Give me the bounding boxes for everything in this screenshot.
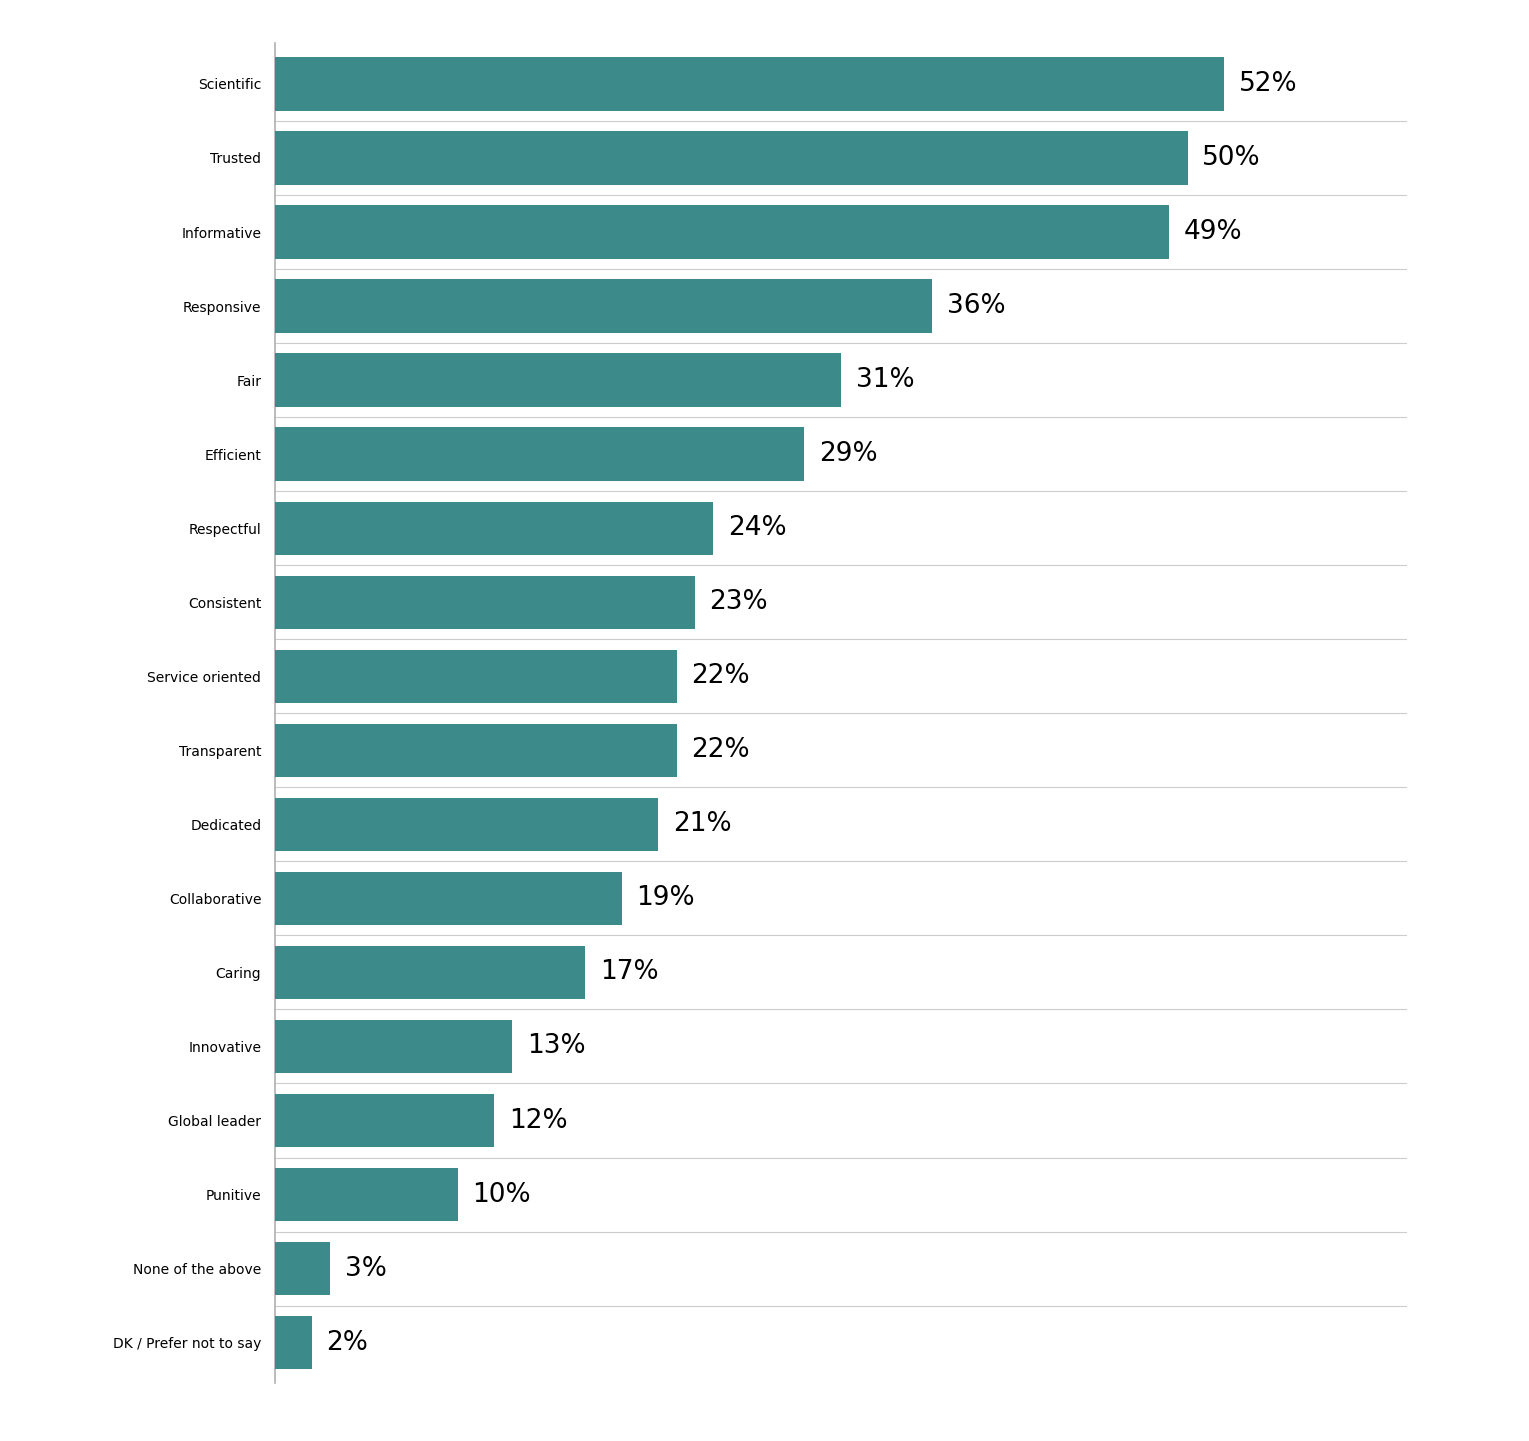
Text: 22%: 22% xyxy=(691,663,749,689)
Text: 17%: 17% xyxy=(599,960,659,986)
Text: 13%: 13% xyxy=(528,1033,586,1059)
Text: 10%: 10% xyxy=(472,1182,531,1208)
Bar xyxy=(275,1316,312,1369)
Bar xyxy=(275,428,804,481)
Text: 49%: 49% xyxy=(1183,219,1243,245)
Text: 29%: 29% xyxy=(820,441,878,467)
Text: 31%: 31% xyxy=(856,367,914,393)
Text: 36%: 36% xyxy=(946,293,1006,318)
Bar xyxy=(275,1242,330,1295)
Text: 24%: 24% xyxy=(728,516,786,542)
Text: 21%: 21% xyxy=(673,811,732,837)
Bar xyxy=(275,575,696,628)
Bar xyxy=(275,58,1225,111)
Bar xyxy=(275,353,841,406)
Text: 12%: 12% xyxy=(509,1108,567,1134)
Bar xyxy=(275,1094,494,1147)
Bar xyxy=(275,945,586,999)
Bar xyxy=(275,1020,512,1074)
Bar xyxy=(275,872,622,925)
Text: 23%: 23% xyxy=(709,589,768,615)
Text: 22%: 22% xyxy=(691,738,749,764)
Bar xyxy=(275,1167,457,1221)
Bar xyxy=(275,280,933,333)
Bar xyxy=(275,723,677,777)
Text: 2%: 2% xyxy=(326,1330,368,1356)
Bar xyxy=(275,501,713,555)
Bar xyxy=(275,206,1170,259)
Text: 3%: 3% xyxy=(344,1255,387,1281)
Bar xyxy=(275,798,659,852)
Bar xyxy=(275,131,1188,184)
Text: 52%: 52% xyxy=(1238,71,1298,97)
Bar xyxy=(275,650,677,703)
Text: 19%: 19% xyxy=(636,885,696,911)
Text: 50%: 50% xyxy=(1202,146,1261,171)
